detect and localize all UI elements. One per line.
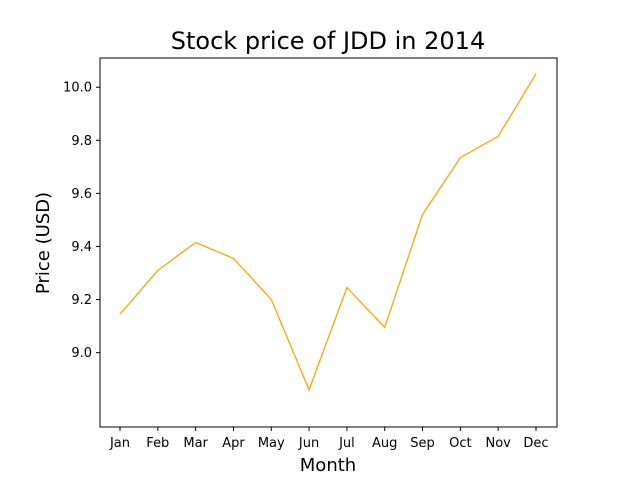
y-axis: 9.0 9.2 9.4 9.6 9.8 10.0: [63, 81, 100, 361]
y-tick-label: 9.2: [71, 293, 92, 308]
x-tick-label: Jan: [109, 436, 130, 451]
x-tick-label: Mar: [183, 436, 208, 451]
x-axis-label: Month: [300, 455, 356, 476]
x-tick-label: Oct: [449, 436, 471, 451]
x-tick-label: Jun: [298, 436, 319, 451]
y-tick-label: 9.6: [71, 187, 92, 202]
x-tick-label: Apr: [222, 436, 245, 451]
plot-area: [99, 57, 558, 428]
x-tick-label: Nov: [485, 436, 511, 451]
chart-title: Stock price of JDD in 2014: [171, 27, 485, 55]
y-tick-label: 9.8: [71, 134, 92, 149]
x-tick-label: Feb: [146, 436, 169, 451]
y-tick-label: 9.4: [71, 240, 92, 255]
y-tick-label: 9.0: [71, 346, 92, 361]
series-line: [119, 73, 537, 392]
x-tick-label: Dec: [523, 436, 548, 451]
x-tick-label: May: [258, 436, 285, 451]
y-tick-label: 10.0: [63, 81, 92, 96]
x-tick-label: Jul: [338, 436, 355, 451]
x-tick-label: Sep: [410, 436, 435, 451]
x-tick-label: Aug: [372, 436, 397, 451]
x-axis: Jan Feb Mar Apr May Jun Jul Aug Sep Oct Nov Dec: [109, 427, 549, 451]
y-axis-label: Price (USD): [33, 192, 54, 294]
